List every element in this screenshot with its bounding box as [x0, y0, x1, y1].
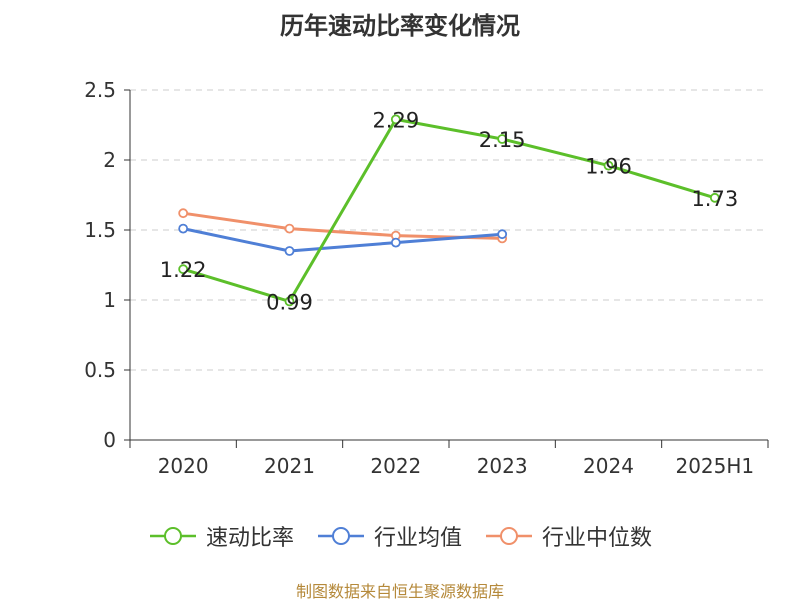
data-point — [284, 223, 295, 234]
data-label: 1.96 — [585, 155, 632, 179]
legend-label-industry-median: 行业中位数 — [542, 526, 653, 551]
legend-marker-quick-ratio — [149, 527, 196, 545]
data-point — [284, 246, 295, 256]
legend-item-industry-mean[interactable]: 行业均值 — [316, 520, 462, 552]
series-line — [182, 211, 503, 240]
y-tick-label: 1.5 — [84, 218, 116, 242]
legend-item-industry-median[interactable]: 行业中位数 — [484, 520, 652, 552]
data-point — [390, 114, 401, 125]
legend-item-quick-ratio[interactable]: 速动比率 — [148, 520, 294, 552]
data-point — [497, 134, 508, 144]
x-tick-label: 2024 — [583, 454, 634, 478]
legend-label-industry-mean: 行业均值 — [373, 526, 462, 551]
data-point — [603, 160, 614, 171]
y-tick-label: 1 — [103, 288, 116, 312]
data-labels: 1.22 0.99 2.29 2.15 1.96 1.73 — [160, 108, 738, 314]
data-point — [178, 264, 189, 275]
x-tick-label: 2021 — [264, 454, 315, 478]
data-point — [284, 296, 295, 307]
series-line — [182, 117, 716, 303]
y-tick-label: 0.5 — [84, 358, 116, 382]
axes: 0 0.5 1 1.5 2 2.5 2020 2021 2022 2023 2024 2025H1 — [84, 78, 769, 478]
y-tick-label: 2.5 — [84, 78, 116, 102]
data-point — [178, 208, 189, 219]
x-tick-label: 2020 — [158, 454, 209, 478]
grid-lines — [130, 89, 768, 371]
series-line — [182, 227, 503, 253]
data-point — [709, 192, 720, 203]
legend: 速动比率 行业均值 行业中位数 — [0, 520, 800, 552]
y-tick-label: 2 — [103, 148, 116, 172]
x-tick-label: 2025H1 — [675, 454, 754, 478]
series-lines — [178, 114, 720, 307]
source-note: 制图数据来自恒生聚源数据库 — [295, 582, 504, 601]
x-tick-label: 2023 — [477, 454, 528, 478]
x-tick-label: 2022 — [370, 454, 421, 478]
data-label: 2.29 — [372, 108, 419, 132]
legend-marker-industry-mean — [317, 527, 364, 545]
legend-label-quick-ratio: 速动比率 — [205, 526, 294, 551]
y-tick-label: 0 — [103, 428, 116, 452]
data-label: 0.99 — [266, 290, 313, 314]
legend-marker-industry-median — [486, 527, 532, 545]
data-label: 2.15 — [479, 128, 526, 152]
data-label: 1.73 — [691, 187, 738, 211]
data-point — [178, 223, 189, 234]
data-point — [390, 237, 401, 248]
chart-title: 历年速动比率变化情况 — [280, 12, 520, 40]
data-point — [497, 229, 508, 240]
data-label: 1.22 — [160, 258, 207, 282]
